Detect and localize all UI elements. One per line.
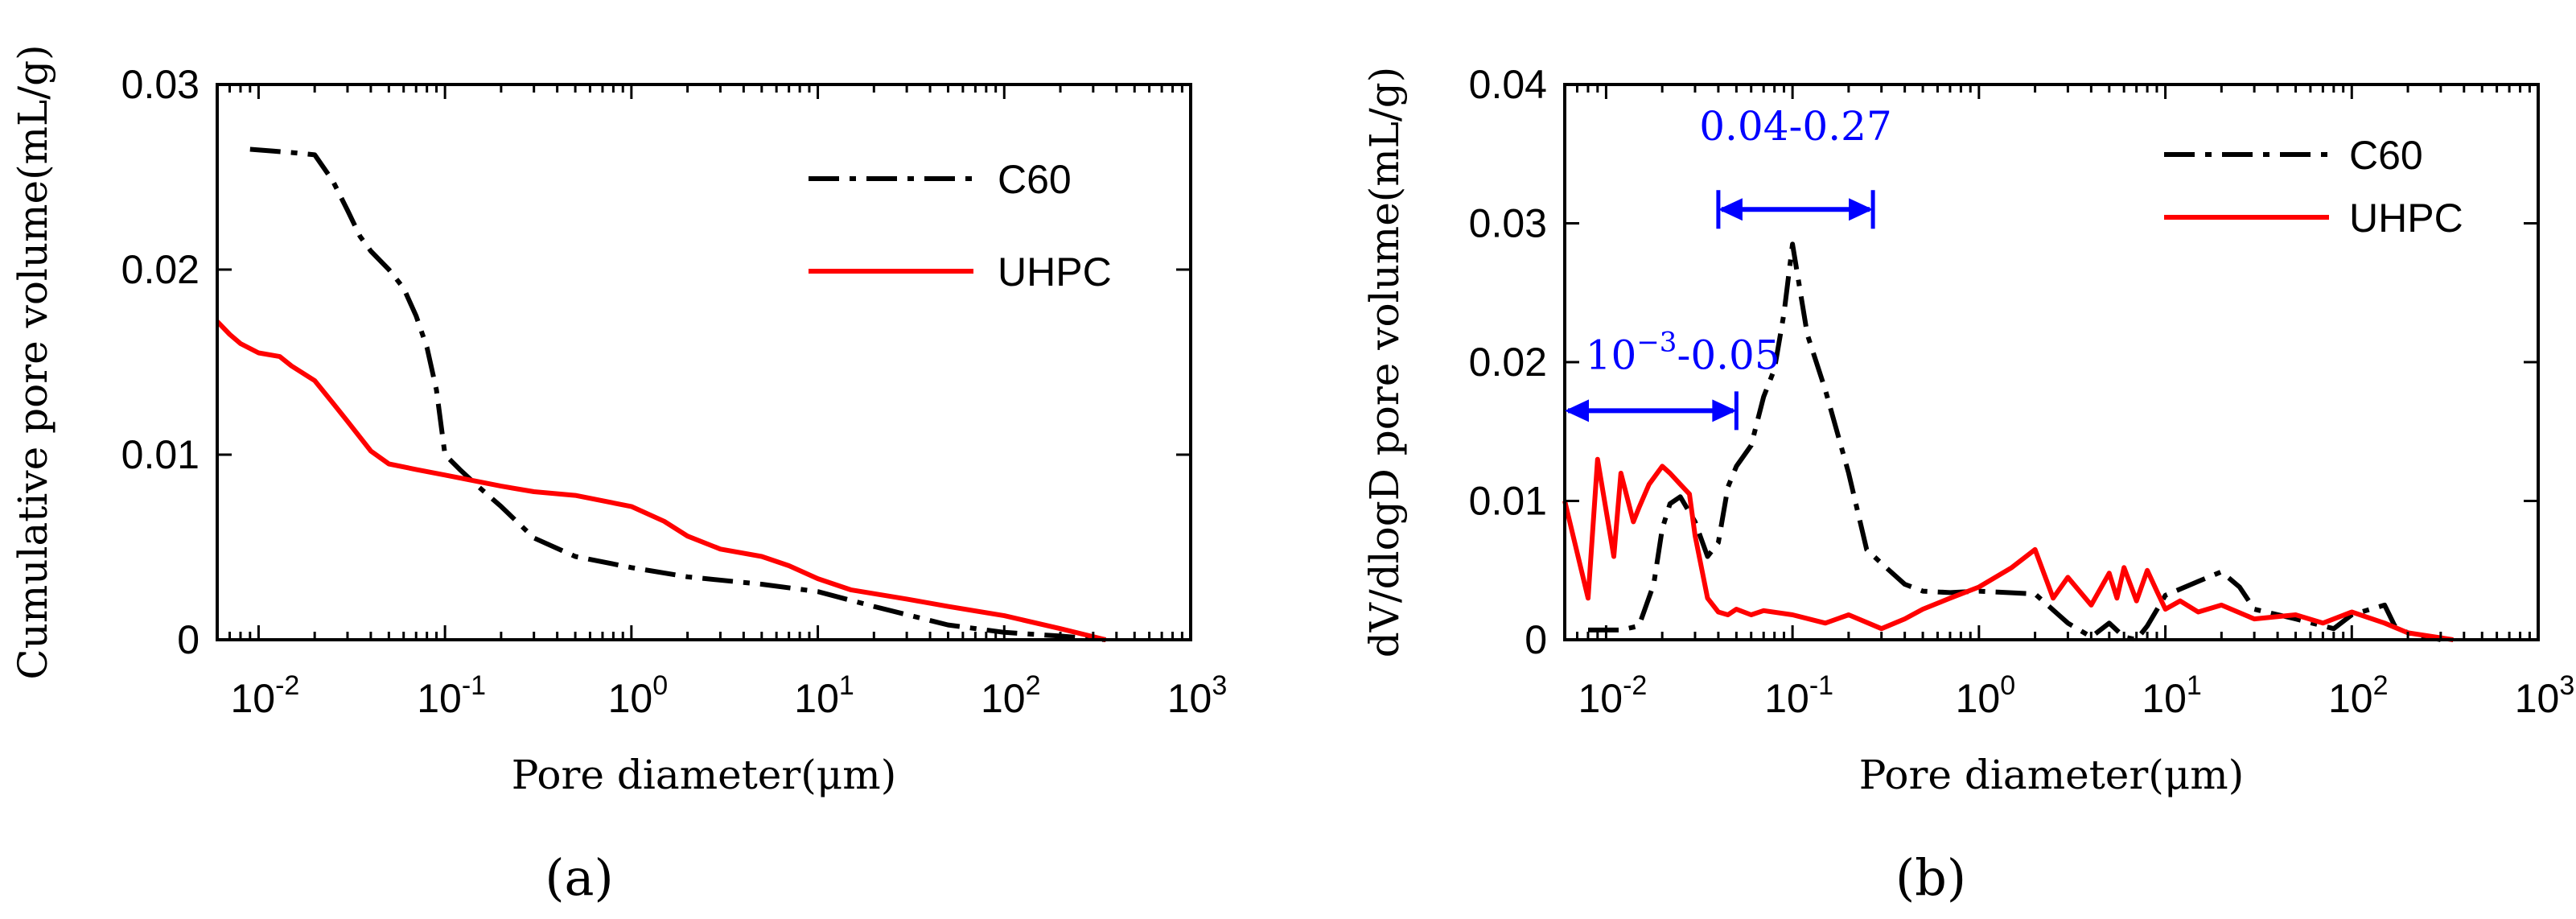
panel-a-plot-frame xyxy=(216,83,1192,641)
panel-b-x-tick-label: 101 xyxy=(2142,670,2202,721)
panel-b-annotation-0: 0.04-0.27 xyxy=(1699,103,1892,229)
panel-a-x-tick-label: 102 xyxy=(981,670,1041,721)
panel-b-x-tick-label: 100 xyxy=(1956,670,2016,721)
panel-b-x-tick-label: 10-1 xyxy=(1764,670,1833,721)
panel-a-x-ticks: 10-2 10-1 100 101 102 103 xyxy=(216,84,1228,721)
panel-a-x-tick-label: 10-2 xyxy=(230,670,299,721)
panel-a-x-axis-label: Pore diameter(μm) xyxy=(512,752,896,798)
panel-a-x-tick-label: 100 xyxy=(608,670,669,721)
panel-a-legend-c60-label: C60 xyxy=(998,157,1072,202)
panel-a-legend: C60 UHPC xyxy=(809,157,1112,295)
annotation-label: 0.04-0.27 xyxy=(1699,103,1892,150)
panel-b-x-tick-label: 103 xyxy=(2515,670,2575,721)
panel-a-y-axis-label: Cumulative pore volume(mL/g) xyxy=(10,44,56,679)
panel-b-x-tick-label: 102 xyxy=(2328,670,2389,721)
panel-a-x-tick-label: 101 xyxy=(794,670,854,721)
panel-b-series xyxy=(1562,241,2454,642)
panel-b-y-tick-label: 0.01 xyxy=(1469,479,1547,524)
annotation-arrow-head-right xyxy=(1712,399,1737,422)
panel-b-y-axis-label: dV/dlogD pore volume(mL/g) xyxy=(1361,67,1408,658)
panel-b-legend-c60-label: C60 xyxy=(2349,133,2423,178)
panel-b-annotations: 0.04-0.27 10−3-0.05 xyxy=(1565,103,1892,431)
panel-b-x-tick-label: 10-2 xyxy=(1578,670,1647,721)
panel-b-series-uhpc-line xyxy=(1562,456,2454,642)
panel-b-y-ticks: 0 0.01 0.02 0.03 0.04 xyxy=(1469,62,2538,662)
panel-b-legend: C60 UHPC xyxy=(2164,133,2463,241)
panel-b-annotation-1: 10−3-0.05 xyxy=(1565,327,1780,431)
panel-a-y-tick-label: 0.01 xyxy=(121,432,200,477)
panel-b-y-tick-label: 0.04 xyxy=(1469,62,1547,107)
panel-b-legend-uhpc-label: UHPC xyxy=(2349,196,2463,241)
panel-b-x-axis-label: Pore diameter(μm) xyxy=(1859,752,2244,798)
panel-b-series-c60-line xyxy=(1588,241,2442,642)
panel-a-y-tick-label: 0.02 xyxy=(121,247,200,292)
panel-b-y-tick-label: 0.02 xyxy=(1469,340,1547,385)
panel-a-label: (a) xyxy=(545,848,613,907)
panel-a-x-tick-label: 10-1 xyxy=(417,670,486,721)
panel-a-y-tick-label: 0.03 xyxy=(121,62,200,107)
annotation-arrow-head-right xyxy=(1849,198,1874,221)
annotation-label: 10−3-0.05 xyxy=(1586,327,1780,379)
panel-b-y-tick-label: 0.03 xyxy=(1469,201,1547,246)
panel-a-series xyxy=(215,146,1107,642)
panel-a-series-uhpc-line xyxy=(215,319,1107,642)
panel-a-series-c60-line xyxy=(249,146,1106,642)
panel-b-chart: 0 0.01 0.02 0.03 0.04 10-2 10-1 100 101 102 103 d… xyxy=(1361,62,2574,907)
annotation-arrow-head-left xyxy=(1718,198,1743,221)
panel-a-y-ticks: 0 0.01 0.02 0.03 xyxy=(121,62,1191,662)
panel-b-y-tick-label: 0 xyxy=(1525,617,1547,662)
panel-b-label: (b) xyxy=(1895,848,1966,907)
annotation-arrow-head-left xyxy=(1565,399,1589,422)
panel-b-x-ticks: 10-2 10-1 100 101 102 103 xyxy=(1563,84,2575,721)
panel-a-legend-uhpc-label: UHPC xyxy=(998,249,1112,295)
panel-a-y-tick-label: 0 xyxy=(177,617,200,662)
panel-a-chart: 0 0.01 0.02 0.03 10-2 10-1 100 101 102 103 Cumul… xyxy=(10,44,1227,907)
panel-a-x-tick-label: 103 xyxy=(1167,670,1228,721)
